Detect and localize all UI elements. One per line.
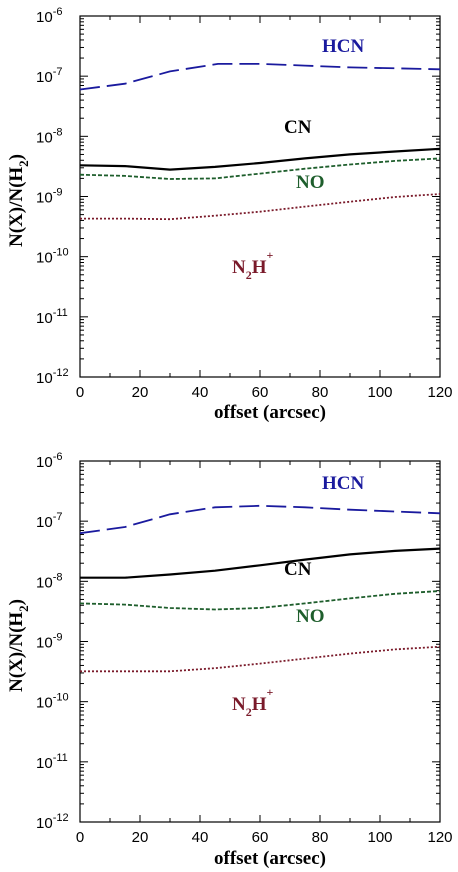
x-tick-label: 40: [192, 384, 209, 401]
x-tick-label: 60: [252, 829, 269, 846]
y-tick-label: 10-7: [36, 511, 62, 531]
series-label-hcn: HCN: [322, 36, 365, 57]
x-tick-label: 120: [427, 829, 452, 846]
y-tick-label: 10-6: [36, 451, 62, 471]
x-tick-label: 0: [76, 384, 84, 401]
y-tick-label: 10-10: [36, 692, 69, 712]
y-tick-label: 10-7: [36, 66, 62, 86]
y-tick-label: 10-8: [36, 571, 62, 591]
plot-frame: [79, 15, 441, 378]
series-line-n2h: [80, 193, 441, 221]
y-tick-label: 10-6: [36, 6, 62, 26]
series-line-hcn: [79, 63, 441, 91]
plot-frame: [79, 460, 441, 823]
x-tick-label: 120: [427, 384, 452, 401]
series-label-cn: CN: [284, 117, 312, 138]
y-tick-label: 10-11: [36, 752, 68, 772]
chart-panel-2: 0 20 40 60 80 100 120 10-12 10-11 10-10 10-9 10-8 10…: [6, 451, 453, 869]
series-label-no: NO: [296, 606, 325, 627]
y-tick-label: 10-12: [36, 367, 69, 387]
series-line-cn: [80, 547, 441, 579]
chart-panel-1: 0 20 40 60 80 100 120 10-12 10-11 10-10 10-9 10-8 10…: [6, 6, 453, 423]
series-line-hcn: [79, 504, 441, 535]
x-axis-title: offset (arcsec): [214, 402, 326, 423]
y-tick-label: 10-11: [36, 307, 68, 327]
x-tick-label: 40: [192, 829, 209, 846]
series-label-no: NO: [296, 172, 325, 193]
y-tick-label: 10-10: [36, 247, 69, 267]
series-label-n2h: N2H+: [232, 685, 274, 719]
series-line-no: [79, 590, 441, 611]
y-tick-label: 10-8: [36, 126, 62, 146]
y-axis-title: N(X)/N(H2): [6, 599, 31, 692]
y-axis-title: N(X)/N(H2): [6, 154, 31, 247]
x-tick-label: 100: [367, 384, 392, 401]
x-tick-label: 100: [367, 829, 392, 846]
series-label-n2h: N2H+: [232, 248, 274, 282]
y-tick-label: 10-9: [36, 632, 62, 652]
x-tick-label: 80: [312, 829, 329, 846]
series-label-cn: CN: [284, 559, 312, 580]
x-axis-title: offset (arcsec): [214, 848, 326, 869]
x-tick-label: 20: [132, 384, 149, 401]
x-tick-label: 60: [252, 384, 269, 401]
x-tick-label: 0: [76, 829, 84, 846]
x-tick-label: 20: [132, 829, 149, 846]
y-tick-label: 10-12: [36, 812, 69, 832]
series-line-no: [79, 157, 441, 180]
x-tick-label: 80: [312, 384, 329, 401]
y-tick-label: 10-9: [36, 187, 62, 207]
series-line-cn: [79, 147, 441, 171]
series-label-hcn: HCN: [322, 473, 365, 494]
series-line-n2h: [80, 645, 441, 673]
